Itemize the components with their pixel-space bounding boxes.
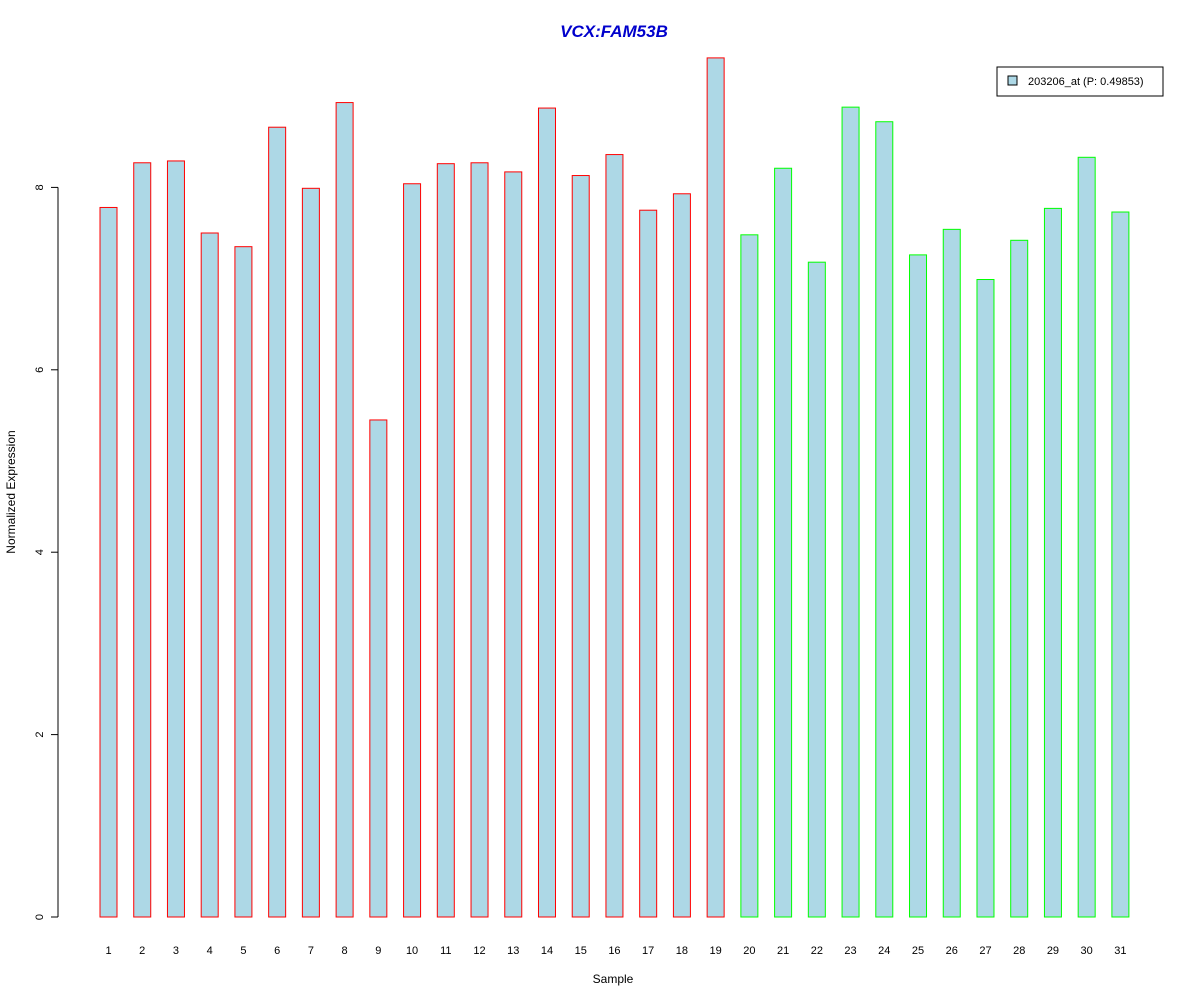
chart-title: VCX:FAM53B (560, 22, 668, 41)
x-tick-label: 8 (342, 945, 348, 957)
x-tick-label: 12 (473, 945, 485, 957)
bar (133, 162, 152, 918)
bar (268, 126, 287, 918)
bar (403, 183, 422, 918)
x-tick-label: 31 (1114, 945, 1126, 957)
bar (470, 162, 489, 918)
bar (841, 106, 860, 918)
x-tick-label: 9 (375, 945, 381, 957)
bar (672, 193, 691, 918)
x-tick-label: 5 (240, 945, 246, 957)
x-tick-label: 4 (207, 945, 213, 957)
y-tick-label: 6 (34, 367, 46, 373)
x-tick-label: 22 (811, 945, 823, 957)
bar (774, 167, 793, 918)
y-tick-label: 4 (34, 549, 46, 555)
x-tick-label: 13 (507, 945, 519, 957)
y-tick-label: 0 (34, 914, 46, 920)
bar (1043, 207, 1062, 918)
x-tick-label: 17 (642, 945, 654, 957)
bar (740, 234, 759, 918)
x-tick-label: 1 (105, 945, 111, 957)
x-tick-label: 30 (1081, 945, 1093, 957)
bar (504, 171, 523, 918)
bar (909, 254, 928, 918)
x-tick-label: 16 (608, 945, 620, 957)
x-tick-label: 15 (575, 945, 587, 957)
bar (1077, 156, 1096, 918)
x-tick-label: 10 (406, 945, 418, 957)
bar (942, 228, 961, 918)
bar (976, 279, 995, 918)
bar (706, 57, 725, 918)
bar (335, 102, 354, 918)
y-tick-label: 8 (34, 184, 46, 190)
x-tick-label: 27 (979, 945, 991, 957)
x-tick-label: 29 (1047, 945, 1059, 957)
bar (166, 160, 185, 918)
bar (605, 154, 624, 918)
x-tick-label: 14 (541, 945, 553, 957)
x-tick-label: 25 (912, 945, 924, 957)
x-tick-label: 11 (440, 945, 451, 957)
bar (639, 209, 658, 918)
bar (537, 107, 556, 918)
bar (1010, 239, 1029, 918)
y-axis-label: Normalized Expression (4, 430, 18, 553)
bar (369, 419, 388, 918)
x-tick-labels: 1 2 3 4 5 6 7 8 9 10 11 12 13 14 15 16 17 18 19 20 21 22 23 24 2… (105, 945, 1126, 957)
x-tick-label: 24 (878, 945, 890, 957)
legend-label: 203206_at (P: 0.49853) (1028, 76, 1144, 88)
bar (301, 187, 320, 918)
bar (99, 206, 118, 918)
x-tick-label: 23 (844, 945, 856, 957)
x-tick-label: 26 (946, 945, 958, 957)
x-tick-label: 20 (743, 945, 755, 957)
legend: 203206_at (P: 0.49853) (996, 66, 1164, 97)
bar (807, 261, 826, 918)
bar (436, 163, 455, 918)
x-tick-label: 21 (777, 945, 789, 957)
x-tick-label: 18 (676, 945, 688, 957)
legend-box (996, 66, 1164, 97)
legend-swatch (1007, 75, 1018, 86)
x-tick-label: 19 (710, 945, 722, 957)
bar (234, 246, 253, 918)
bar (875, 121, 894, 918)
bar (200, 232, 219, 918)
y-tick-label: 2 (34, 732, 46, 738)
bar (571, 175, 590, 918)
x-tick-label: 2 (139, 945, 145, 957)
bars-group (99, 57, 1130, 918)
x-tick-label: 3 (173, 945, 179, 957)
x-tick-label: 28 (1013, 945, 1025, 957)
bar (1111, 211, 1130, 918)
x-tick-label: 7 (308, 945, 314, 957)
y-axis: 0 2 4 6 8 (34, 184, 59, 920)
x-tick-label: 6 (274, 945, 280, 957)
x-axis-label: Sample (593, 972, 634, 986)
